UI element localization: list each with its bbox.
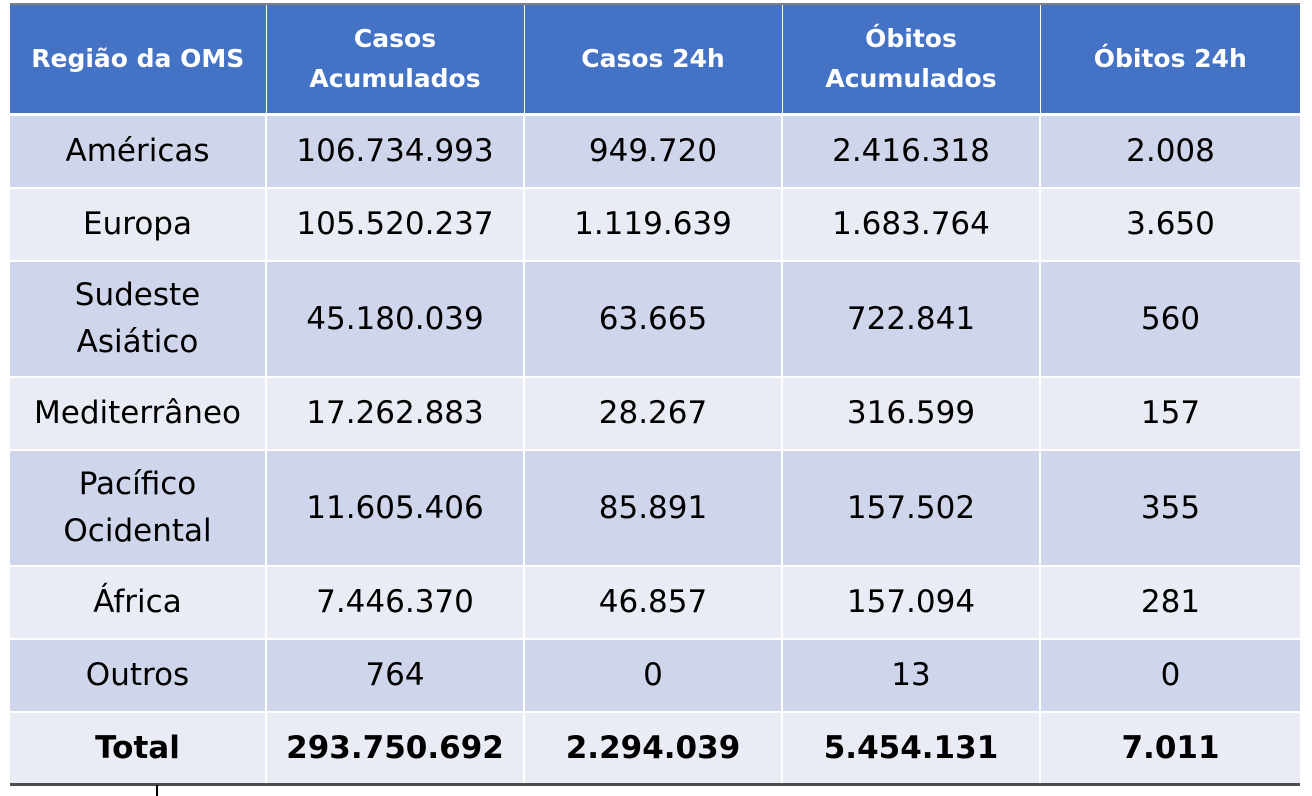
bottom-rule bbox=[10, 783, 1300, 786]
cell-obitos-24h: 560 bbox=[1039, 261, 1300, 378]
cell-obitos-acumulados: 722.841 bbox=[781, 261, 1040, 378]
cell-obitos-24h: 281 bbox=[1039, 566, 1300, 640]
table-row: Pacífico Ocidental 11.605.406 85.891 157… bbox=[10, 450, 1300, 567]
table-row: Europa 105.520.237 1.119.639 1.683.764 3… bbox=[10, 188, 1300, 262]
cell-casos-24h: 0 bbox=[523, 639, 782, 713]
cell-region: Europa bbox=[10, 188, 266, 262]
header-row: Região da OMS Casos Acumulados Casos 24h… bbox=[10, 5, 1300, 116]
cell-obitos-acumulados: 157.094 bbox=[781, 566, 1040, 640]
table-row: Outros 764 0 13 0 bbox=[10, 639, 1300, 713]
total-label: Total bbox=[10, 712, 266, 783]
table-row: África 7.446.370 46.857 157.094 281 bbox=[10, 566, 1300, 640]
cell-casos-acumulados: 11.605.406 bbox=[265, 450, 524, 567]
cell-casos-acumulados: 764 bbox=[265, 639, 524, 713]
cell-region: Mediterrâneo bbox=[10, 377, 266, 451]
who-region-table: Região da OMS Casos Acumulados Casos 24h… bbox=[10, 5, 1300, 783]
table-row: Mediterrâneo 17.262.883 28.267 316.599 1… bbox=[10, 377, 1300, 451]
cell-casos-24h: 46.857 bbox=[523, 566, 782, 640]
header-region: Região da OMS bbox=[10, 5, 266, 116]
table-row: Américas 106.734.993 949.720 2.416.318 2… bbox=[10, 114, 1300, 189]
header-casos-24h: Casos 24h bbox=[523, 5, 782, 116]
cell-obitos-24h: 157 bbox=[1039, 377, 1300, 451]
cell-casos-24h: 949.720 bbox=[523, 114, 782, 189]
cell-casos-acumulados: 105.520.237 bbox=[265, 188, 524, 262]
total-row: Total 293.750.692 2.294.039 5.454.131 7.… bbox=[10, 712, 1300, 783]
cell-obitos-acumulados: 13 bbox=[781, 639, 1040, 713]
cell-region: Pacífico Ocidental bbox=[10, 450, 266, 567]
cell-casos-24h: 28.267 bbox=[523, 377, 782, 451]
total-obitos-acumulados: 5.454.131 bbox=[781, 712, 1040, 783]
cell-obitos-acumulados: 157.502 bbox=[781, 450, 1040, 567]
cell-obitos-24h: 0 bbox=[1039, 639, 1300, 713]
text-cursor-stub bbox=[156, 785, 158, 796]
cell-obitos-24h: 3.650 bbox=[1039, 188, 1300, 262]
top-rule bbox=[10, 3, 1300, 5]
cell-region: Outros bbox=[10, 639, 266, 713]
table-row: Sudeste Asiático 45.180.039 63.665 722.8… bbox=[10, 261, 1300, 378]
cell-casos-24h: 85.891 bbox=[523, 450, 782, 567]
cell-casos-acumulados: 7.446.370 bbox=[265, 566, 524, 640]
cell-obitos-24h: 2.008 bbox=[1039, 114, 1300, 189]
cell-casos-24h: 1.119.639 bbox=[523, 188, 782, 262]
header-obitos-24h: Óbitos 24h bbox=[1039, 5, 1300, 116]
cell-casos-acumulados: 45.180.039 bbox=[265, 261, 524, 378]
cell-obitos-24h: 355 bbox=[1039, 450, 1300, 567]
cell-casos-acumulados: 106.734.993 bbox=[265, 114, 524, 189]
cell-casos-acumulados: 17.262.883 bbox=[265, 377, 524, 451]
header-obitos-acumulados: Óbitos Acumulados bbox=[781, 5, 1040, 116]
header-casos-acumulados: Casos Acumulados bbox=[265, 5, 524, 116]
cell-casos-24h: 63.665 bbox=[523, 261, 782, 378]
total-obitos-24h: 7.011 bbox=[1039, 712, 1300, 783]
cell-region: Sudeste Asiático bbox=[10, 261, 266, 378]
total-casos-24h: 2.294.039 bbox=[523, 712, 782, 783]
cell-obitos-acumulados: 2.416.318 bbox=[781, 114, 1040, 189]
total-casos-acumulados: 293.750.692 bbox=[265, 712, 524, 783]
cell-region: África bbox=[10, 566, 266, 640]
who-region-table-container: Região da OMS Casos Acumulados Casos 24h… bbox=[10, 3, 1300, 786]
cell-obitos-acumulados: 1.683.764 bbox=[781, 188, 1040, 262]
cell-region: Américas bbox=[10, 114, 266, 189]
cell-obitos-acumulados: 316.599 bbox=[781, 377, 1040, 451]
